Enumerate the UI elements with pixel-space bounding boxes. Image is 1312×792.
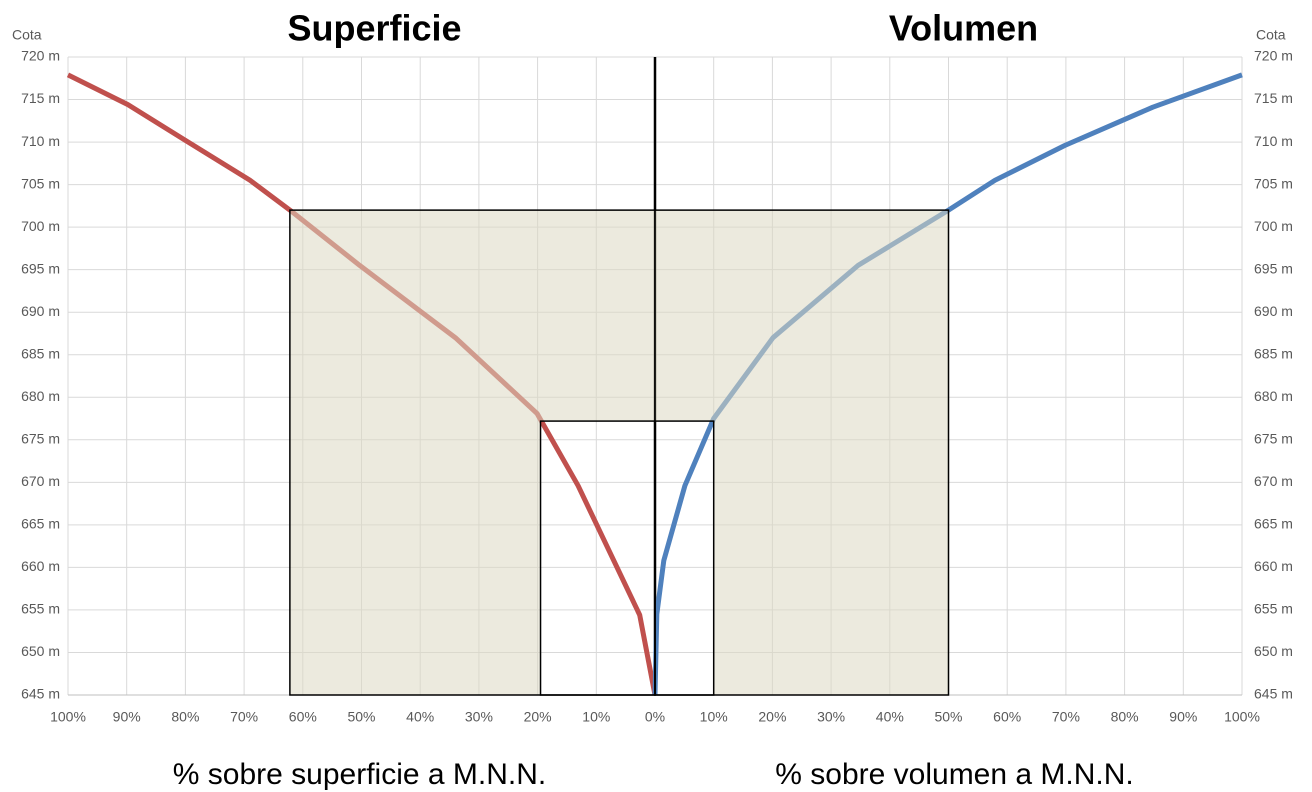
x-tick-label: 80% <box>171 709 199 725</box>
x-tick-label: 60% <box>289 709 317 725</box>
x-tick-label: 70% <box>230 709 258 725</box>
highlight-region <box>289 210 655 695</box>
y-tick-label: 690 m <box>21 303 60 319</box>
y-tick-label: 720 m <box>1254 48 1293 64</box>
x-tick-label: 70% <box>1052 709 1080 725</box>
y-tick-label: 695 m <box>21 260 60 276</box>
y-tick-label: 685 m <box>1254 345 1293 361</box>
y-tick-label: 715 m <box>1254 90 1293 106</box>
chart-title: Superficie <box>287 8 461 49</box>
x-axis-label: % sobre volumen a M.N.N. <box>775 758 1133 791</box>
x-tick-label: 30% <box>465 709 493 725</box>
y-tick-label: 675 m <box>1254 431 1293 447</box>
y-tick-label: 680 m <box>21 388 60 404</box>
x-tick-label: 0% <box>645 709 665 725</box>
x-tick-label: 90% <box>1169 709 1197 725</box>
y-tick-label: 720 m <box>21 48 60 64</box>
y-tick-label: 715 m <box>21 90 60 106</box>
x-tick-label: 80% <box>1111 709 1139 725</box>
y-tick-label: 650 m <box>21 643 60 659</box>
y-tick-label: 660 m <box>21 558 60 574</box>
y-tick-label: 700 m <box>1254 218 1293 234</box>
highlight-box <box>654 420 715 696</box>
y-tick-label: 670 m <box>21 473 60 489</box>
x-tick-label: 100% <box>1224 709 1260 725</box>
x-tick-label: 10% <box>582 709 610 725</box>
x-tick-label: 20% <box>524 709 552 725</box>
y-tick-label: 710 m <box>21 133 60 149</box>
y-tick-label: 690 m <box>1254 303 1293 319</box>
x-tick-label: 60% <box>993 709 1021 725</box>
y-axis-label: Cota <box>12 27 42 43</box>
y-tick-label: 705 m <box>21 175 60 191</box>
y-tick-label: 650 m <box>1254 643 1293 659</box>
x-tick-label: 10% <box>700 709 728 725</box>
x-tick-label: 20% <box>758 709 786 725</box>
y-tick-label: 710 m <box>1254 133 1293 149</box>
y-tick-label: 680 m <box>1254 388 1293 404</box>
y-tick-label: 655 m <box>21 601 60 617</box>
y-tick-label: 670 m <box>1254 473 1293 489</box>
y-tick-label: 685 m <box>21 345 60 361</box>
y-tick-label: 700 m <box>21 218 60 234</box>
y-tick-label: 665 m <box>21 516 60 532</box>
x-axis-label: % sobre superficie a M.N.N. <box>173 758 546 791</box>
highlight-box <box>539 420 656 696</box>
x-tick-label: 40% <box>876 709 904 725</box>
x-tick-label: 90% <box>113 709 141 725</box>
y-axis-label: Cota <box>1256 27 1286 43</box>
x-tick-label: 50% <box>347 709 375 725</box>
chart-title: Volumen <box>889 8 1038 49</box>
x-tick-label: 40% <box>406 709 434 725</box>
y-tick-label: 665 m <box>1254 516 1293 532</box>
y-tick-label: 655 m <box>1254 601 1293 617</box>
y-tick-label: 695 m <box>1254 260 1293 276</box>
y-tick-label: 645 m <box>21 686 60 702</box>
x-tick-label: 50% <box>934 709 962 725</box>
y-tick-label: 675 m <box>21 431 60 447</box>
highlight-region <box>655 210 949 695</box>
y-tick-label: 660 m <box>1254 558 1293 574</box>
y-tick-label: 645 m <box>1254 686 1293 702</box>
x-tick-label: 30% <box>817 709 845 725</box>
x-tick-label: 100% <box>50 709 86 725</box>
y-tick-label: 705 m <box>1254 175 1293 191</box>
